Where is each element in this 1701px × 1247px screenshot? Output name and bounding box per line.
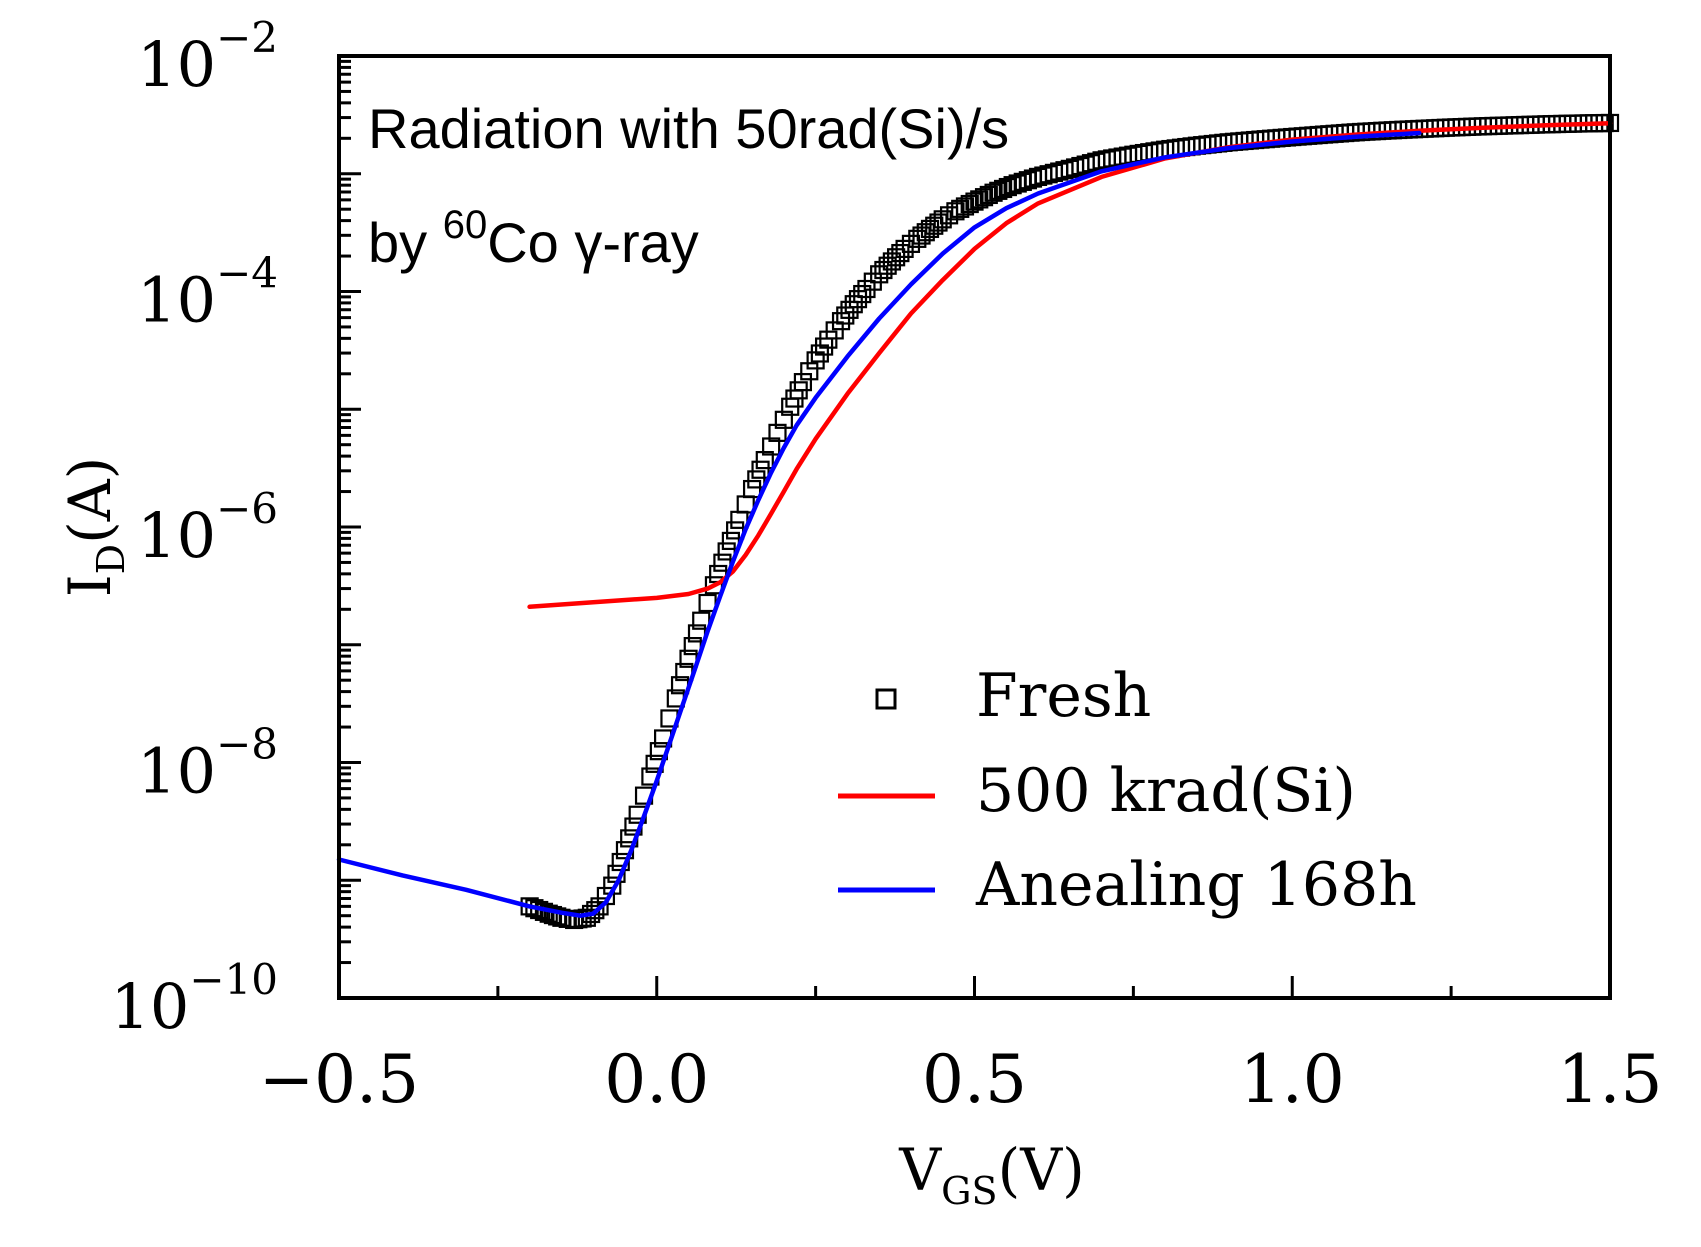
tick-marks	[337, 59, 1612, 1000]
fresh-marker-61	[819, 330, 838, 349]
x-axis-label-rest: (V)	[998, 1136, 1085, 1204]
annotation-line-2-sup: 60	[443, 203, 488, 247]
legend-label-500-krad: 500 krad(Si)	[976, 756, 1356, 826]
y-axis-label-rest: (A)	[56, 457, 124, 544]
x-tick-label-3: 1.0	[1240, 1041, 1345, 1118]
fresh-marker-57	[800, 362, 819, 381]
series-line-2	[336, 130, 1422, 918]
y-tick-label-exp-2: −6	[216, 484, 278, 533]
series-line-1	[527, 121, 1613, 610]
series-fresh-markers	[520, 113, 1620, 930]
y-tick-label-base-1: 10	[137, 735, 216, 808]
y-tick-label-base-2: 10	[137, 499, 216, 572]
fresh-marker-92	[970, 190, 989, 209]
annotation-line-2: by 60Co γ-ray	[368, 203, 699, 274]
fresh-marker-46	[742, 479, 762, 499]
y-tick-label-exp-4: −2	[216, 13, 278, 62]
legend: Fresh 500 krad(Si) Anealing 168h	[838, 661, 1417, 920]
fresh-marker-47	[747, 470, 766, 489]
fresh-marker-14	[586, 901, 605, 920]
x-tick-labels: −0.5 0.0 0.5 1.0 1.5	[259, 1041, 1663, 1118]
annotation-line-2-pre: by	[368, 211, 443, 274]
x-tick-label-2: 0.5	[922, 1041, 1027, 1118]
y-tick-label-1: 10−8	[137, 720, 278, 808]
x-tick-label-0: −0.5	[259, 1041, 419, 1118]
y-axis-label-sub: D	[89, 544, 133, 574]
y-axis-label-main: I	[56, 574, 124, 597]
legend-label-fresh: Fresh	[976, 661, 1151, 731]
y-tick-label-base-3: 10	[137, 264, 216, 337]
fresh-marker-76	[891, 243, 910, 263]
legend-label-annealing: Anealing 168h	[975, 850, 1417, 920]
fresh-marker-15	[590, 897, 609, 916]
y-tick-label-4: 10−2	[137, 13, 278, 101]
fresh-marker-94	[979, 185, 998, 205]
fresh-marker-90	[960, 194, 979, 214]
y-tick-label-exp-1: −8	[216, 720, 278, 769]
y-axis-label: ID(A)	[56, 457, 133, 598]
fresh-marker-37	[698, 593, 717, 613]
fresh-marker-62	[825, 321, 844, 340]
annotation-line-1: Radiation with 50rad(Si)/s	[368, 97, 1009, 160]
fresh-marker-97	[993, 179, 1013, 199]
y-tick-label-exp-3: −4	[216, 249, 278, 298]
y-tick-label-base-4: 10	[137, 28, 216, 101]
fresh-marker-77	[895, 239, 914, 259]
legend-marker-fresh	[875, 688, 897, 710]
fresh-marker-49	[755, 450, 774, 470]
y-tick-label-base-0: 10	[110, 970, 189, 1043]
fresh-marker-41	[717, 542, 736, 561]
y-tick-label-exp-0: −10	[189, 955, 278, 1004]
x-axis-label: VGS(V)	[898, 1136, 1084, 1213]
fresh-marker-96	[989, 181, 1008, 200]
y-tick-label-3: 10−4	[137, 249, 278, 337]
y-tick-label-0: 10−10	[110, 955, 278, 1043]
x-axis-label-main: V	[898, 1136, 942, 1204]
y-tick-label-2: 10−6	[137, 484, 278, 572]
series-layer	[336, 113, 1620, 930]
fresh-marker-56	[793, 373, 813, 392]
fresh-marker-95	[984, 183, 1003, 202]
fresh-marker-45	[736, 495, 755, 514]
fresh-marker-48	[751, 460, 770, 479]
fresh-marker-68	[853, 284, 872, 304]
fresh-marker-50	[762, 437, 781, 456]
annotation-line-2-post: Co γ-ray	[487, 211, 699, 274]
x-tick-label-4: 1.5	[1558, 1041, 1663, 1118]
x-axis-label-sub: GS	[941, 1169, 997, 1213]
fresh-marker-52	[774, 410, 793, 429]
fresh-marker-91	[965, 192, 984, 211]
fresh-marker-51	[768, 423, 787, 442]
fresh-marker-93	[974, 188, 994, 207]
plot-frame	[337, 54, 1612, 1000]
fresh-marker-40	[713, 553, 732, 572]
x-tick-label-1: 0.0	[604, 1041, 709, 1118]
